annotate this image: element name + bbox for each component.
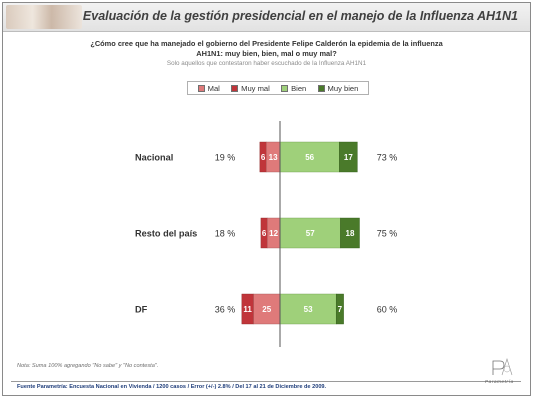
legend-swatch-muy-mal [231, 84, 239, 92]
bar-mal-df [253, 293, 281, 325]
legend-item-muy-mal: Muy mal [231, 84, 270, 93]
question-line-1: ¿Cómo cree que ha manejado el gobierno d… [90, 39, 443, 48]
data-label-muy-mal-resto-del-pais: 6 [262, 229, 267, 238]
source-footer: Fuente Parametría: Encuesta Nacional en … [17, 384, 327, 390]
chart-legend: Mal Muy mal Bien Muy bien [187, 81, 369, 95]
legend-item-muy-bien: Muy bien [317, 83, 359, 93]
data-label-mal-resto-del-pais: 12 [269, 229, 278, 238]
data-label-mal-nacional: 13 [269, 153, 278, 162]
footer-divider [11, 381, 521, 382]
data-label-mal-df: 25 [262, 305, 271, 314]
slide: Evaluación de la gestión presidencial en… [2, 2, 531, 396]
footnote: Nota: Suma 100% agregando "No sabe" y "N… [17, 363, 159, 369]
category-label-resto-del-pais: Resto del país [135, 228, 197, 238]
header-photo-image [6, 5, 82, 29]
data-label-muy-bien-df: 7 [338, 305, 343, 314]
category-label-nacional: Nacional [135, 152, 173, 162]
negative-total-resto-del-pais: 18 % [215, 228, 236, 238]
data-label-muy-bien-resto-del-pais: 18 [346, 229, 355, 238]
legend-swatch-muy-bien [317, 84, 325, 92]
question-line-2: AH1N1: muy bien, bien, mal o muy mal? [196, 49, 337, 58]
legend-item-bien: Bien [281, 84, 306, 93]
data-label-bien-resto-del-pais: 57 [306, 229, 315, 238]
bar-bien-nacional [279, 141, 340, 173]
bar-muy-bien-resto-del-pais [340, 217, 360, 249]
bar-muy-bien-df [335, 293, 344, 325]
legend-item-mal: Mal [197, 83, 220, 93]
legend-label-muy-mal: Muy mal [241, 83, 270, 93]
data-label-muy-bien-nacional: 17 [344, 153, 353, 162]
bar-muy-bien-nacional [339, 141, 358, 173]
legend-swatch-mal [197, 84, 205, 92]
positive-total-nacional: 73 % [377, 152, 398, 162]
bar-bien-resto-del-pais [279, 217, 341, 249]
category-label-df: DF [135, 304, 148, 314]
data-label-muy-mal-df: 11 [243, 305, 252, 314]
logo-wordmark: Parametría [485, 379, 514, 384]
legend-label-mal: Mal [207, 83, 220, 93]
data-label-bien-nacional: 56 [305, 153, 314, 162]
header-bar: Evaluación de la gestión presidencial en… [3, 3, 530, 32]
negative-total-df: 36 % [215, 304, 236, 314]
legend-label-bien: Bien [291, 83, 307, 93]
data-label-bien-df: 53 [304, 305, 313, 314]
parametria-logo [492, 357, 513, 376]
negative-total-nacional: 19 % [215, 152, 236, 162]
chart-title: Evaluación de la gestión presidencial en… [82, 9, 518, 23]
data-label-muy-mal-nacional: 6 [261, 153, 266, 162]
bar-bien-df [279, 293, 337, 325]
legend-label-muy-bien: Muy bien [327, 83, 359, 93]
question-note: Solo aquellos que contestaron haber escu… [166, 60, 367, 67]
legend-swatch-bien [281, 84, 289, 92]
positive-total-resto-del-pais: 75 % [377, 228, 398, 238]
positive-total-df: 60 % [377, 304, 398, 314]
